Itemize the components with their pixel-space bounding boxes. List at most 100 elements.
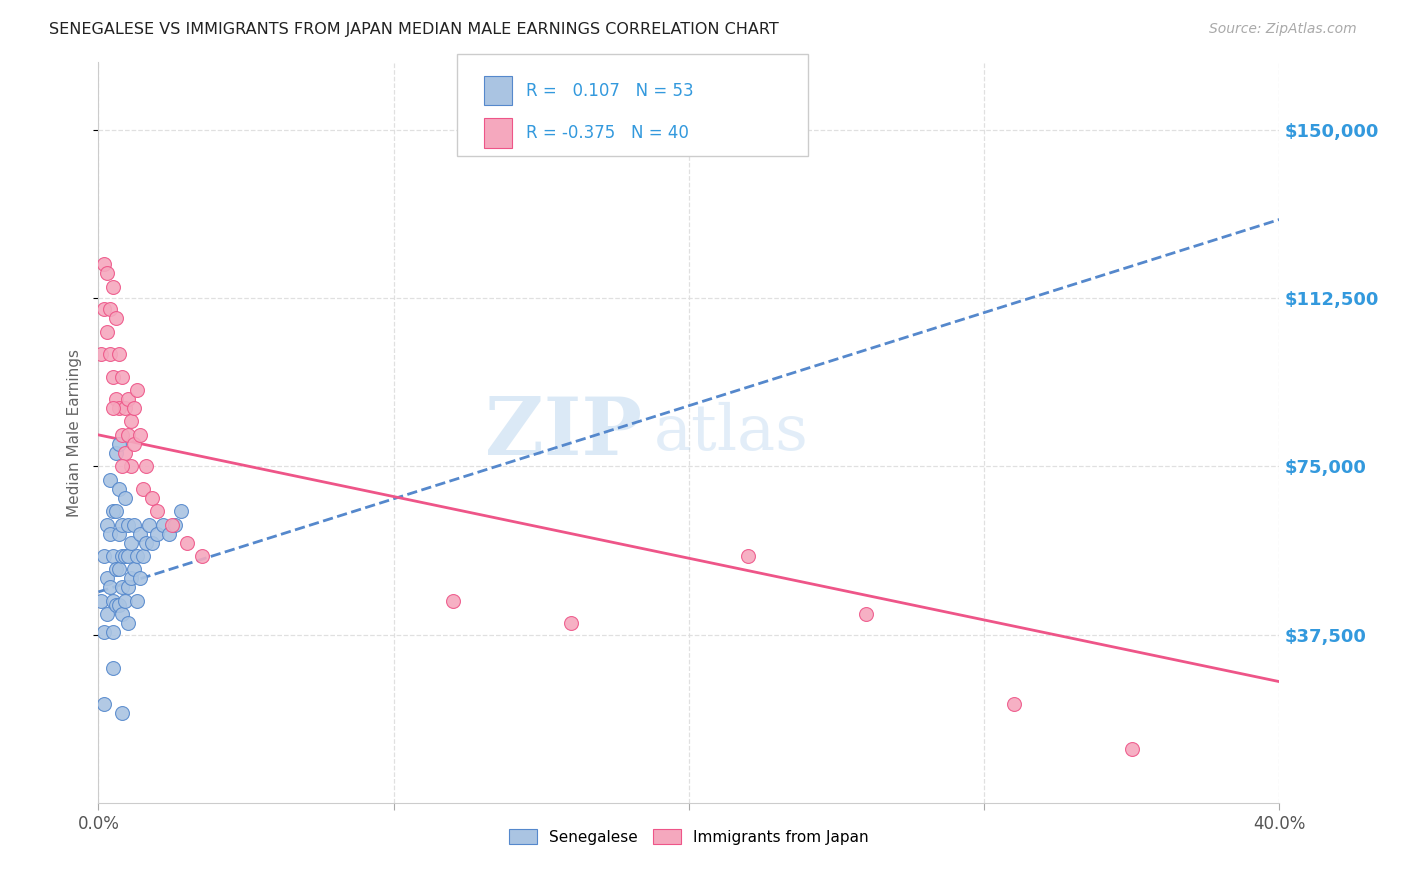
Text: R = -0.375   N = 40: R = -0.375 N = 40 <box>526 124 689 142</box>
Point <box>132 549 155 563</box>
Point <box>125 549 148 563</box>
Point <box>114 446 136 460</box>
Text: R =   0.107   N = 53: R = 0.107 N = 53 <box>526 82 693 100</box>
Point <box>441 594 464 608</box>
Point <box>122 437 145 451</box>
Point <box>93 549 115 563</box>
Point <box>128 428 150 442</box>
Point <box>117 549 139 563</box>
Point <box>108 437 131 451</box>
Point <box>111 517 134 532</box>
Point <box>114 491 136 505</box>
Point <box>135 535 157 549</box>
Point <box>96 266 118 280</box>
Point <box>96 607 118 622</box>
Point <box>132 482 155 496</box>
Point <box>111 549 134 563</box>
Point <box>117 581 139 595</box>
Point <box>855 607 877 622</box>
Point <box>170 504 193 518</box>
Point <box>117 616 139 631</box>
Point <box>103 504 125 518</box>
Point <box>146 504 169 518</box>
Point <box>117 392 139 406</box>
Point <box>93 697 115 711</box>
Point <box>162 517 183 532</box>
Point <box>128 571 150 585</box>
Point <box>120 414 142 428</box>
Point <box>98 473 121 487</box>
Point <box>138 517 160 532</box>
Point <box>128 526 150 541</box>
Point <box>103 401 125 415</box>
Point <box>108 599 131 613</box>
Point <box>96 517 118 532</box>
Point <box>93 302 115 317</box>
Point <box>103 369 125 384</box>
Point <box>111 369 134 384</box>
Point <box>111 581 134 595</box>
Point <box>93 625 115 640</box>
Legend: Senegalese, Immigrants from Japan: Senegalese, Immigrants from Japan <box>503 822 875 851</box>
Point <box>103 594 125 608</box>
Point <box>125 594 148 608</box>
Point <box>98 526 121 541</box>
Point <box>111 706 134 720</box>
Point <box>1002 697 1025 711</box>
Point <box>96 571 118 585</box>
Point <box>176 535 198 549</box>
Point <box>152 517 174 532</box>
Point <box>141 535 163 549</box>
Point <box>103 549 125 563</box>
Text: ZIP: ZIP <box>485 393 641 472</box>
Text: Source: ZipAtlas.com: Source: ZipAtlas.com <box>1209 22 1357 37</box>
Y-axis label: Median Male Earnings: Median Male Earnings <box>67 349 83 516</box>
Text: SENEGALESE VS IMMIGRANTS FROM JAPAN MEDIAN MALE EARNINGS CORRELATION CHART: SENEGALESE VS IMMIGRANTS FROM JAPAN MEDI… <box>49 22 779 37</box>
Point <box>157 526 180 541</box>
Point <box>105 311 128 326</box>
Point <box>103 280 125 294</box>
Point <box>108 562 131 576</box>
Point <box>105 562 128 576</box>
Point <box>108 482 131 496</box>
Text: atlas: atlas <box>654 402 808 463</box>
Point <box>122 562 145 576</box>
Point <box>122 517 145 532</box>
Point <box>114 401 136 415</box>
Point <box>90 347 112 361</box>
Point <box>108 401 131 415</box>
Point <box>114 594 136 608</box>
Point <box>117 517 139 532</box>
Point <box>737 549 759 563</box>
Point <box>560 616 582 631</box>
Point <box>114 549 136 563</box>
Point <box>120 459 142 474</box>
Point <box>105 504 128 518</box>
Point <box>122 401 145 415</box>
Point <box>103 625 125 640</box>
Point <box>111 428 134 442</box>
Point <box>93 257 115 271</box>
Point <box>105 446 128 460</box>
Point <box>135 459 157 474</box>
Point <box>191 549 214 563</box>
Point <box>165 517 187 532</box>
Point <box>103 661 125 675</box>
Point <box>1121 742 1143 756</box>
Point <box>146 526 169 541</box>
Point <box>98 347 121 361</box>
Point <box>141 491 163 505</box>
Point <box>90 594 112 608</box>
Point <box>98 581 121 595</box>
Point <box>125 383 148 397</box>
Point <box>105 392 128 406</box>
Point <box>111 607 134 622</box>
Point <box>111 459 134 474</box>
Point <box>117 428 139 442</box>
Point <box>96 325 118 339</box>
Point <box>105 599 128 613</box>
Point <box>120 571 142 585</box>
Point <box>108 347 131 361</box>
Point <box>108 526 131 541</box>
Point <box>98 302 121 317</box>
